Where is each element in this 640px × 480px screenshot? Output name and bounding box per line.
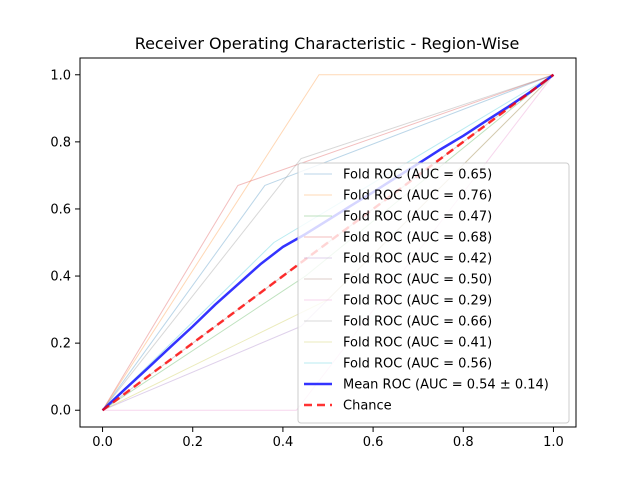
fold-roc-line-3 — [102, 74, 554, 411]
legend-label: Fold ROC (AUC = 0.42) — [343, 252, 492, 267]
y-tick-label: 0.6 — [50, 202, 71, 217]
legend-label: Fold ROC (AUC = 0.76) — [343, 189, 492, 204]
x-tick-label: 0.6 — [363, 435, 384, 450]
legend-label: Fold ROC (AUC = 0.68) — [343, 231, 492, 246]
x-tick-label: 0.8 — [453, 435, 474, 450]
y-tick-label: 0.2 — [50, 337, 71, 352]
chart-title: Receiver Operating Characteristic - Regi… — [135, 34, 520, 53]
legend-label: Fold ROC (AUC = 0.66) — [343, 315, 492, 330]
legend-box — [297, 162, 570, 424]
x-tick-label: 1.0 — [543, 435, 564, 450]
legend-label: Chance — [343, 399, 392, 414]
fold-roc-line-7 — [102, 74, 554, 411]
legend-label: Fold ROC (AUC = 0.41) — [343, 336, 492, 351]
x-tick-label: 0.0 — [92, 435, 113, 450]
legend-label: Mean ROC (AUC = 0.54 ± 0.14) — [343, 378, 549, 393]
legend-label: Fold ROC (AUC = 0.65) — [343, 168, 492, 183]
chance-line — [101, 73, 555, 412]
x-tick-label: 0.2 — [182, 435, 203, 450]
y-tick-label: 0.4 — [50, 270, 71, 285]
fold-roc-line-9 — [102, 74, 554, 411]
legend-label: Fold ROC (AUC = 0.29) — [343, 294, 492, 309]
legend-label: Fold ROC (AUC = 0.47) — [343, 210, 492, 225]
x-tick-label: 0.4 — [273, 435, 294, 450]
y-tick-label: 1.0 — [50, 68, 71, 83]
fold-roc-line-0 — [102, 74, 554, 411]
y-tick-label: 0.8 — [50, 135, 71, 150]
fold-roc-line-1 — [102, 74, 554, 411]
axes: 0.0 0.2 0.4 0.6 0.8 1.0 0.0 0.2 0.4 0.6 0.8 1.0 — [50, 57, 577, 450]
legend-label: Fold ROC (AUC = 0.50) — [343, 273, 492, 288]
axes-frame — [79, 57, 577, 428]
y-tick-label: 0.0 — [50, 404, 71, 419]
legend: Fold ROC (AUC = 0.65) Fold ROC (AUC = 0.7… — [297, 162, 570, 424]
legend-label: Fold ROC (AUC = 0.56) — [343, 357, 492, 372]
